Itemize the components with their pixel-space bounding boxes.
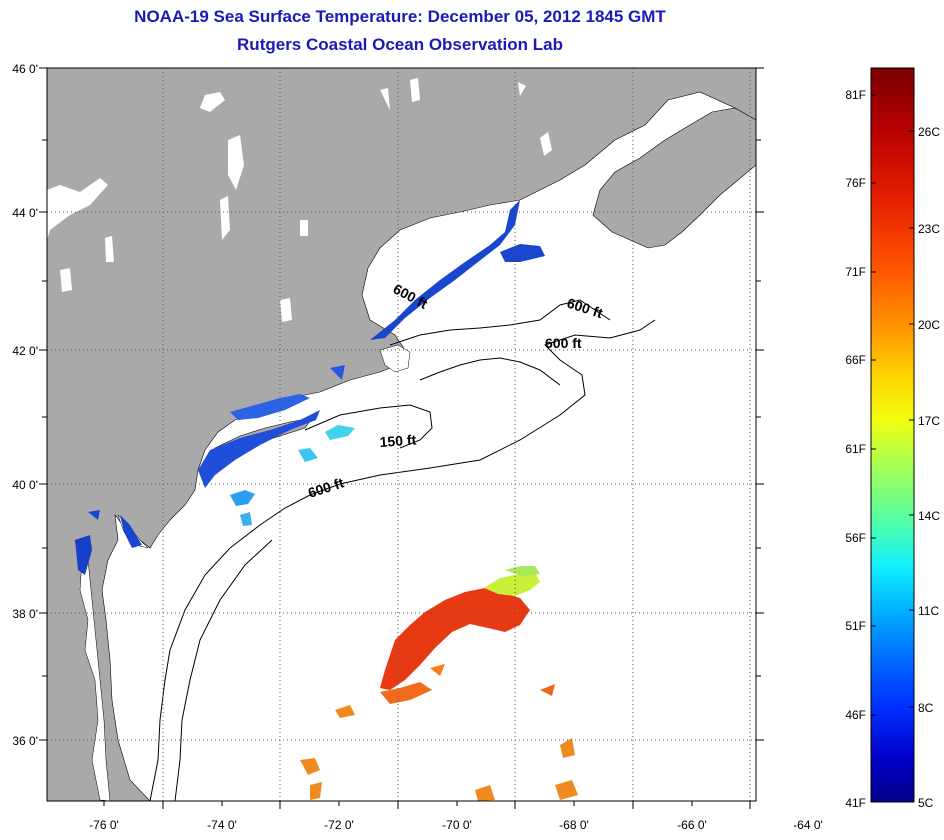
lon-label-74: -74 0' (207, 818, 237, 832)
lat-label-36: 36 0' (12, 734, 38, 748)
colorbar-ticks (871, 94, 914, 716)
lat-label-40: 40 0' (12, 478, 38, 492)
cb-f-46: 46F (845, 708, 866, 722)
cb-c-26: 26C (918, 125, 940, 139)
sst-cold-patches (75, 200, 545, 575)
lon-label-66: -66 0' (677, 818, 707, 832)
cb-c-23: 23C (918, 222, 940, 236)
colorbar (870, 67, 915, 803)
land-mainland (47, 68, 756, 801)
lon-label-76: -76 0' (89, 818, 119, 832)
cb-f-56: 56F (845, 531, 866, 545)
cb-f-81: 81F (845, 88, 866, 102)
lon-label-72: -72 0' (324, 818, 354, 832)
lat-label-38: 38 0' (12, 607, 38, 621)
cb-c-5: 5C (918, 796, 934, 810)
cb-f-61: 61F (845, 442, 866, 456)
cb-f-66: 66F (845, 353, 866, 367)
lon-label-64: -64 0' (793, 818, 823, 832)
axis-ticks (39, 67, 764, 809)
lat-label-44: 44 0' (12, 206, 38, 220)
sst-warm-patches (300, 566, 578, 801)
land-nova-scotia (592, 107, 756, 249)
sst-cool-patches (230, 425, 355, 526)
cb-c-11: 11C (918, 604, 939, 618)
cb-f-51: 51F (845, 619, 866, 633)
bathymetry-contours (149, 299, 656, 801)
lon-label-70: -70 0' (442, 818, 472, 832)
map-title: NOAA-19 Sea Surface Temperature: Decembe… (134, 7, 666, 26)
cb-c-17: 17C (918, 414, 940, 428)
chesapeake-bay (74, 539, 111, 801)
lat-label-42: 42 0' (12, 344, 38, 358)
lon-label-68: -68 0' (559, 818, 589, 832)
cb-c-8: 8C (918, 701, 934, 715)
inland-lakes (47, 78, 552, 322)
cb-c-14: 14C (918, 509, 940, 523)
contour-label-3: 600 ft (545, 335, 582, 351)
contour-label-4: 150 ft (379, 431, 417, 450)
lat-label-46: 46 0' (12, 62, 38, 76)
map-frame (46, 67, 757, 802)
cb-f-71: 71F (845, 265, 866, 279)
map-subtitle: Rutgers Coastal Ocean Observation Lab (237, 35, 563, 54)
cb-c-20: 20C (918, 318, 940, 332)
cb-f-41: 41F (845, 796, 866, 810)
cb-f-76: 76F (845, 176, 866, 190)
